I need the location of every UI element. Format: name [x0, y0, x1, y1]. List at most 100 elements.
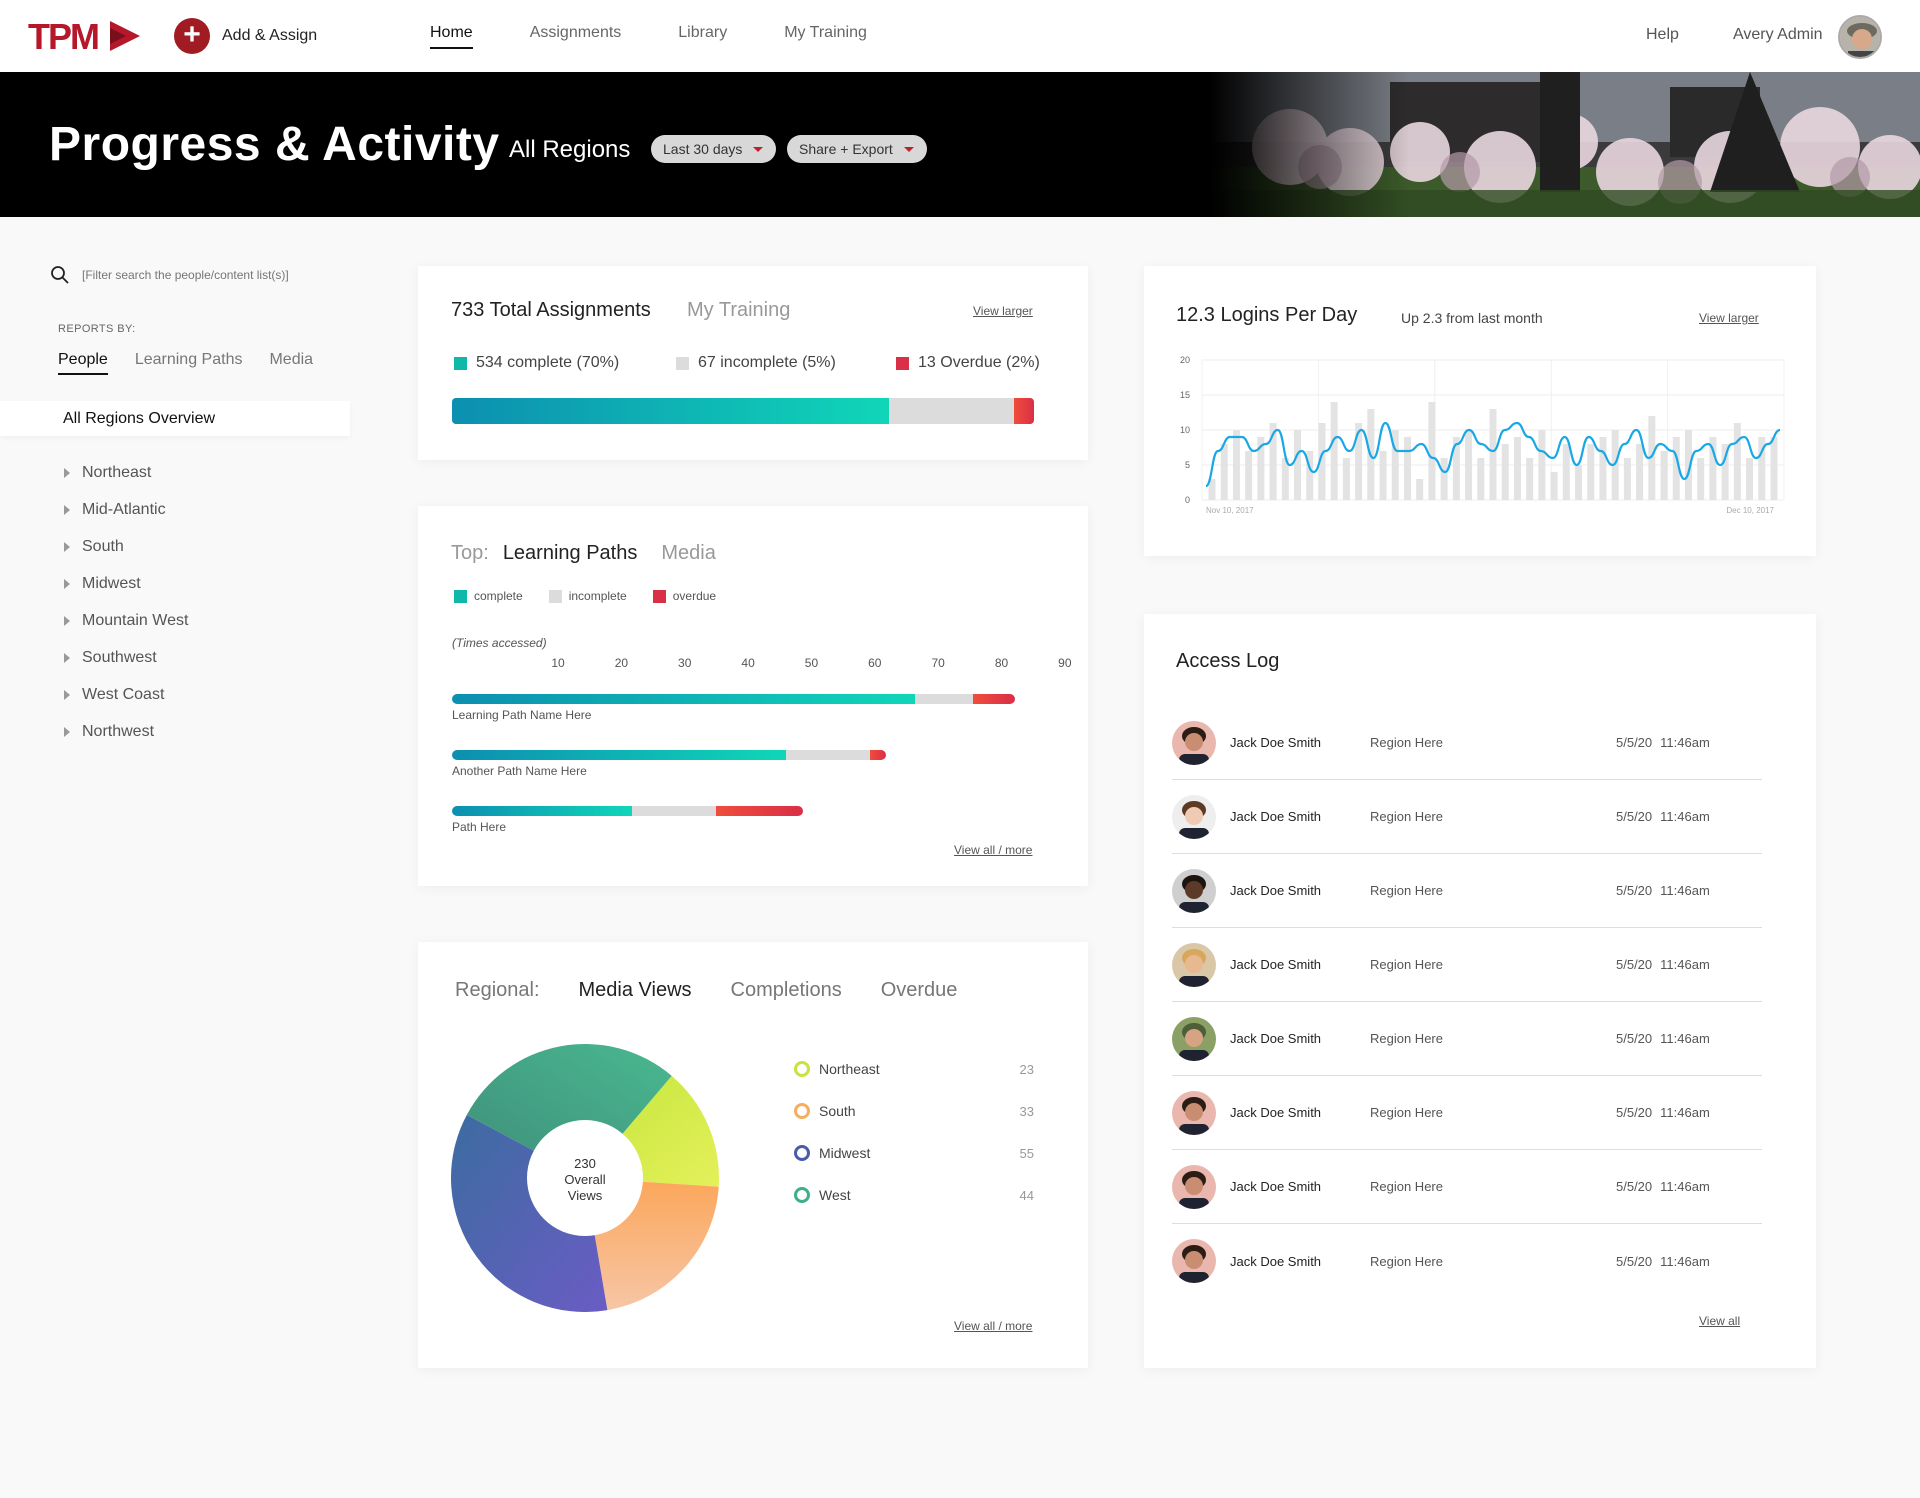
view-larger-link[interactable]: View larger [1699, 311, 1759, 325]
legend-name: West [819, 1187, 851, 1203]
log-time: 11:46am [1660, 1031, 1710, 1046]
tab-my-training[interactable]: My Training [687, 299, 791, 321]
log-region: Region Here [1370, 1179, 1443, 1194]
nav-library[interactable]: Library [678, 24, 728, 41]
pie-slice-midwest[interactable] [451, 1114, 608, 1312]
caret-right-icon [64, 504, 70, 515]
ring-icon [794, 1145, 810, 1161]
path-bar-row[interactable]: Path Here [452, 806, 1052, 834]
logins-bar [1758, 437, 1766, 500]
nav-assignments[interactable]: Assignments [529, 24, 622, 41]
tab-completions[interactable]: Completions [730, 979, 842, 1001]
search-input[interactable] [82, 268, 342, 282]
legend-row-midwest[interactable]: Midwest 55 [794, 1132, 1034, 1174]
regional-legend: Northeast 23 South 33 Midwest 55 West 44 [794, 1048, 1034, 1216]
logins-line [1204, 421, 1781, 488]
legend-name: Midwest [819, 1145, 871, 1161]
logins-bar [1526, 458, 1534, 500]
region-item-west-coast[interactable]: West Coast [64, 676, 188, 713]
logins-bar [1318, 423, 1326, 500]
log-region: Region Here [1370, 957, 1443, 972]
bar-segment-incomplete [915, 694, 973, 704]
nav-home[interactable]: Home [430, 24, 473, 49]
logins-bar [1403, 437, 1411, 500]
region-label: West Coast [82, 685, 165, 703]
logins-bar [1501, 444, 1509, 500]
date-range-dropdown[interactable]: Last 30 days [651, 135, 777, 163]
path-bar-row[interactable]: Another Path Name Here [452, 750, 1052, 778]
main-nav: Home Assignments Library My Training [430, 24, 924, 49]
log-date: 5/5/20 [1616, 1031, 1653, 1046]
tab-media-views[interactable]: Media Views [578, 979, 692, 1001]
view-all-link[interactable]: View all / more [954, 1319, 1033, 1333]
logins-bar [1440, 458, 1448, 500]
nav-my-training[interactable]: My Training [784, 24, 867, 41]
access-log-row[interactable]: Jack Doe Smith Region Here 5/5/20 11:46am [1172, 928, 1762, 1002]
user-name[interactable]: Avery Admin [1733, 26, 1823, 43]
region-selector[interactable]: All Regions [509, 136, 631, 163]
log-date: 5/5/20 [1616, 1105, 1653, 1120]
search-icon[interactable] [50, 265, 70, 285]
legend-row-west[interactable]: West 44 [794, 1174, 1034, 1216]
logins-card: 12.3 Logins Per Day Up 2.3 from last mon… [1144, 266, 1816, 556]
report-type-tabs: People Learning Paths Media [58, 351, 340, 375]
legend-complete: complete [454, 589, 523, 603]
access-log-row[interactable]: Jack Doe Smith Region Here 5/5/20 11:46am [1172, 854, 1762, 928]
logins-bar [1575, 465, 1583, 500]
tab-top-media[interactable]: Media [661, 542, 716, 564]
bar-x-axis: (Times accessed) 10 20 30 40 50 60 70 80 90 [452, 636, 1072, 670]
region-label: Southwest [82, 648, 157, 666]
all-regions-overview[interactable]: All Regions Overview [0, 401, 350, 436]
logins-bar [1550, 472, 1558, 500]
top-learning-paths-card: Top: Learning Paths Media complete incom… [418, 506, 1088, 886]
tab-people[interactable]: People [58, 351, 108, 375]
region-item-midwest[interactable]: Midwest [64, 565, 188, 602]
access-log-row[interactable]: Jack Doe Smith Region Here 5/5/20 11:46am [1172, 1224, 1762, 1298]
tab-learning-paths[interactable]: Learning Paths [134, 351, 243, 368]
access-log-row[interactable]: Jack Doe Smith Region Here 5/5/20 11:46am [1172, 706, 1762, 780]
donut-center-line2: Views [568, 1188, 603, 1203]
region-item-mountain-west[interactable]: Mountain West [64, 602, 188, 639]
pie-slice-west[interactable] [466, 1044, 672, 1178]
legend-row-northeast[interactable]: Northeast 23 [794, 1048, 1034, 1090]
region-item-northeast[interactable]: Northeast [64, 454, 188, 491]
x-tick-label: 70 [931, 656, 945, 670]
complete-label: 534 complete (70%) [476, 354, 620, 371]
access-log-row[interactable]: Jack Doe Smith Region Here 5/5/20 11:46am [1172, 1150, 1762, 1224]
access-log-row[interactable]: Jack Doe Smith Region Here 5/5/20 11:46am [1172, 1002, 1762, 1076]
access-log-row[interactable]: Jack Doe Smith Region Here 5/5/20 11:46am [1172, 1076, 1762, 1150]
logins-bar [1465, 430, 1473, 500]
tpm-logo[interactable]: TPM [28, 18, 140, 54]
y-tick-label: 10 [1180, 425, 1190, 435]
legend-incomplete: incomplete [548, 589, 627, 603]
region-label: Mid-Atlantic [82, 500, 166, 518]
logins-bar [1770, 437, 1778, 500]
share-export-dropdown[interactable]: Share + Export [787, 135, 927, 163]
region-item-south[interactable]: South [64, 528, 188, 565]
view-all-link[interactable]: View all [1699, 1314, 1741, 1328]
log-time: 11:46am [1660, 883, 1710, 898]
assignments-card: 733 Total Assignments My Training View l… [418, 266, 1088, 460]
legend-row-south[interactable]: South 33 [794, 1090, 1034, 1132]
region-item-southwest[interactable]: Southwest [64, 639, 188, 676]
region-item-mid-atlantic[interactable]: Mid-Atlantic [64, 491, 188, 528]
access-log-row[interactable]: Jack Doe Smith Region Here 5/5/20 11:46am [1172, 780, 1762, 854]
help-link[interactable]: Help [1646, 26, 1679, 43]
logins-bar [1684, 430, 1692, 500]
path-bar-row[interactable]: Learning Path Name Here [452, 694, 1052, 722]
tab-overdue[interactable]: Overdue [880, 979, 958, 1001]
region-item-northwest[interactable]: Northwest [64, 713, 188, 750]
complete-swatch [454, 356, 467, 370]
axis-caption: (Times accessed) [452, 636, 547, 650]
view-all-link[interactable]: View all / more [954, 843, 1033, 857]
bar-segment-overdue [972, 694, 1015, 704]
add-assign-button[interactable]: + Add & Assign [174, 18, 317, 54]
view-larger-link[interactable]: View larger [973, 304, 1033, 318]
log-timestamp: 5/5/20 11:46am [1616, 1179, 1710, 1194]
caret-right-icon [64, 726, 70, 737]
log-date: 5/5/20 [1616, 957, 1653, 972]
user-avatar[interactable] [1838, 15, 1882, 59]
stacked-bar [452, 806, 803, 816]
tab-media[interactable]: Media [269, 351, 314, 368]
tab-top-learning-paths[interactable]: Learning Paths [502, 542, 638, 564]
